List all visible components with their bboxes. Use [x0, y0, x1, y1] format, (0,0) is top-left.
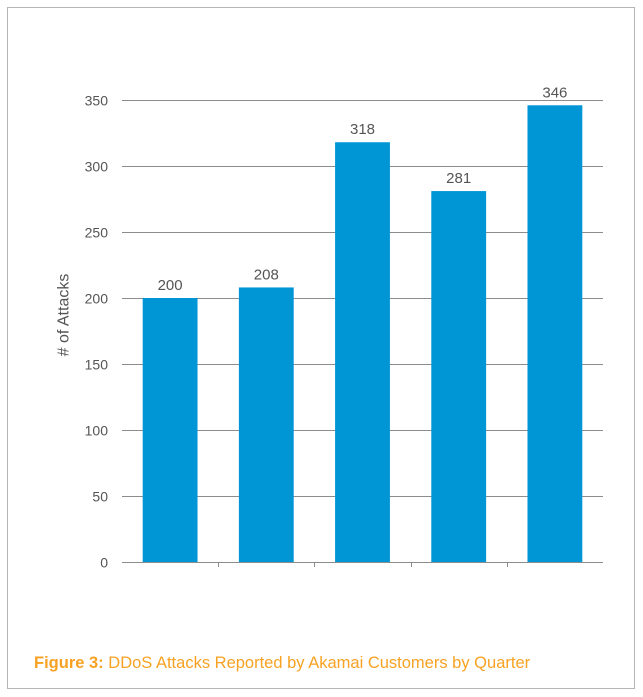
- figure-label: Figure 3:: [34, 654, 104, 672]
- data-label: 208: [254, 266, 279, 283]
- data-label: 200: [158, 277, 183, 294]
- y-tick-label: 0: [100, 555, 108, 571]
- y-tick-labels: 0 50 100 150 200 250 300 350: [85, 93, 109, 571]
- data-label: 281: [446, 170, 471, 187]
- figure-caption: Figure 3: DDoS Attacks Reported by Akama…: [34, 654, 530, 673]
- y-tick-label: 350: [85, 93, 109, 109]
- y-tick-label: 300: [85, 159, 109, 175]
- x-axis-ticks: [218, 562, 508, 567]
- bar: [431, 191, 487, 562]
- data-label: 318: [350, 121, 375, 138]
- y-axis-title: # of Attacks: [56, 274, 73, 357]
- figure-caption-text: DDoS Attacks Reported by Akamai Customer…: [108, 654, 531, 672]
- y-tick-label: 100: [85, 423, 109, 439]
- y-tick-label: 250: [85, 225, 109, 241]
- y-tick-label: 150: [85, 357, 109, 373]
- y-tick-label: 200: [85, 291, 109, 307]
- y-tick-label: 50: [92, 489, 108, 505]
- data-label: 346: [542, 84, 567, 101]
- bar: [238, 287, 294, 562]
- bar: [335, 142, 390, 563]
- data-labels: 200 208 318 281 346: [158, 84, 568, 294]
- bar: [527, 105, 583, 562]
- bars: [142, 105, 583, 563]
- bar: [142, 298, 198, 562]
